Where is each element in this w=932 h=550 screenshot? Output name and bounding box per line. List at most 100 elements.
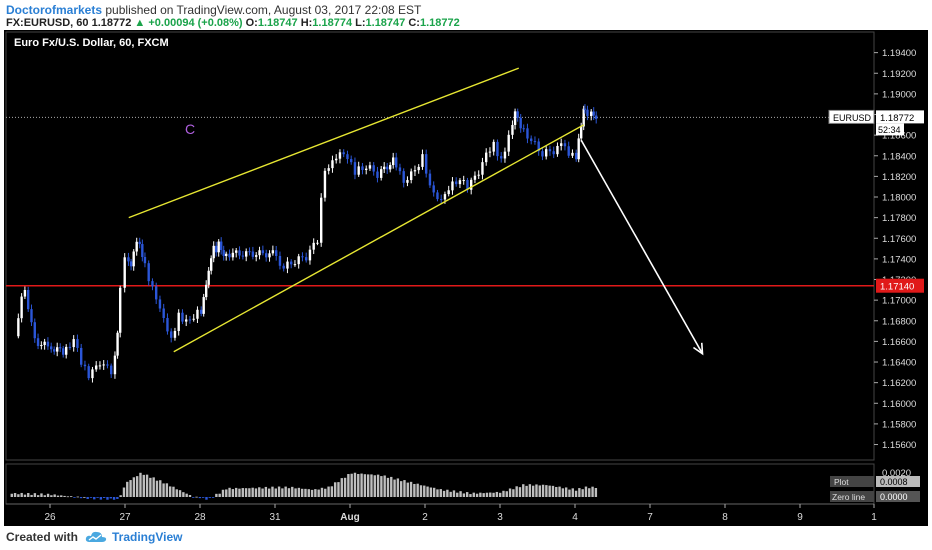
candle-down: [533, 141, 537, 143]
oscillator-bar: [281, 488, 284, 497]
oscillator-bar: [50, 495, 53, 497]
zero-line-label: Zero line: [832, 492, 865, 502]
zero-value-box: [876, 491, 920, 502]
oscillator-bar: [386, 477, 390, 497]
oscillator-bar: [33, 493, 37, 497]
candle-up: [357, 166, 360, 175]
candle-down: [425, 154, 428, 174]
x-tick-label: 26: [44, 512, 56, 523]
y-tick-label: 1.16200: [882, 378, 916, 389]
oscillator-bar: [479, 492, 482, 497]
candle-up: [135, 241, 138, 252]
oscillator-bar: [291, 486, 294, 497]
candle-up: [410, 171, 413, 181]
oscillator-bar: [225, 489, 228, 497]
oscillator-bar: [508, 488, 512, 497]
chart-background: [4, 30, 928, 526]
oscillator-bar: [79, 497, 83, 499]
y-tick-label: 1.16800: [882, 316, 916, 327]
candle-up: [297, 256, 300, 265]
oscillator-bar: [162, 483, 165, 497]
plot-label: Plot: [834, 477, 849, 487]
candle-down: [563, 143, 567, 147]
candle-up: [511, 124, 514, 135]
countdown-label: 52:34: [878, 125, 901, 135]
candle-down: [158, 299, 162, 309]
candle-down: [301, 256, 304, 258]
publish-info: published on TradingView.com, August 03,…: [105, 3, 422, 17]
oscillator-bar: [99, 497, 103, 500]
candle-up: [43, 341, 46, 346]
close-label: C:: [408, 17, 420, 29]
candle-down: [342, 152, 345, 155]
oscillator-bar: [89, 497, 93, 498]
candle-up: [123, 257, 126, 288]
oscillator-bar: [541, 484, 545, 497]
oscillator-bar: [139, 472, 142, 497]
oscillator-bar: [350, 473, 353, 497]
y-tick-label: 1.19000: [882, 89, 916, 100]
candle-down: [110, 365, 113, 375]
oscillator-bar: [112, 497, 116, 500]
candle-down: [62, 348, 65, 355]
candle-up: [235, 250, 238, 253]
candle-down: [68, 346, 72, 348]
oscillator-bar: [145, 474, 149, 497]
oscillator-bar: [271, 486, 274, 497]
oscillator-bar: [390, 476, 393, 497]
oscillator-bar: [27, 492, 30, 497]
oscillator-bar: [353, 472, 357, 497]
candle-down: [395, 157, 398, 168]
candle-down: [455, 181, 458, 185]
oscillator-bar: [264, 486, 268, 497]
candle-down: [402, 171, 405, 183]
y-tick-label: 1.15800: [882, 419, 916, 430]
oscillator-bar: [409, 481, 413, 497]
candle-down: [155, 286, 158, 300]
candle-up: [473, 175, 477, 180]
candle-up: [383, 166, 386, 170]
candle-down: [188, 319, 192, 321]
candle-up: [196, 309, 199, 319]
candle-up: [392, 157, 395, 166]
open-label: O:: [245, 17, 258, 29]
change-value: +0.00094 (+0.08%): [148, 17, 243, 29]
oscillator-bar: [343, 477, 347, 497]
y-tick-label: 1.18000: [882, 193, 916, 204]
ohlc-line: FX:EURUSD, 60 1.18772 ▲ +0.00094 (+0.08%…: [6, 17, 460, 29]
plot-value: 0.0008: [880, 477, 908, 487]
price-chart[interactable]: 1.194001.192001.190001.188001.186001.184…: [4, 30, 928, 526]
candle-up: [513, 111, 517, 125]
oscillator-bar: [317, 489, 320, 497]
tradingview-cloud-icon: [85, 531, 107, 542]
oscillator-bar: [393, 479, 396, 497]
candle-down: [170, 331, 173, 338]
candle-up: [102, 364, 105, 366]
y-tick-label: 1.17000: [882, 296, 916, 307]
candle-down: [151, 281, 154, 287]
candle-down: [530, 138, 533, 142]
candle-down: [222, 250, 225, 256]
candle-down: [541, 151, 544, 157]
oscillator-bar: [93, 497, 96, 500]
oscillator-bar: [594, 488, 598, 497]
candle-up: [462, 180, 465, 182]
tradingview-brand[interactable]: TradingView: [112, 530, 183, 544]
y-tick-label: 1.17600: [882, 234, 916, 245]
oscillator-bar: [218, 493, 221, 497]
author-link[interactable]: Doctorofmarkets: [6, 3, 103, 17]
candle-down: [537, 141, 540, 152]
candle-up: [40, 345, 43, 347]
y-tick-label: 1.18200: [882, 172, 916, 183]
x-tick-label: 8: [722, 512, 728, 523]
oscillator-bar: [198, 497, 202, 499]
oscillator-bar: [337, 482, 340, 497]
oscillator-bar: [119, 495, 122, 497]
oscillator-bar: [20, 492, 23, 497]
oscillator-bar: [373, 475, 376, 497]
oscillator-bar: [40, 493, 43, 497]
chart-area[interactable]: 1.194001.192001.190001.188001.186001.184…: [4, 30, 928, 526]
oscillator-bar: [175, 489, 178, 497]
oscillator-bar: [238, 488, 241, 497]
candle-down: [251, 251, 255, 257]
